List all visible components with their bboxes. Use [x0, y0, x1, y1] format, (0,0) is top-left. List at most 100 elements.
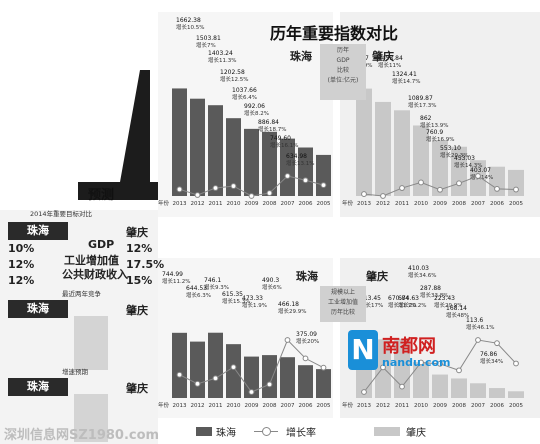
value-label-ind_zhaoqing-2007: 168.14 [446, 305, 467, 312]
tick-ind_zhuhai-2010: 2010 [227, 403, 241, 409]
value-label-gdp_zhuhai-2013: 1662.38 [176, 17, 201, 24]
tick-gdp_zhuhai-2013: 2013 [173, 201, 187, 207]
zhuhai-val-1: 12% [8, 258, 35, 271]
rate-point-gdp_zhaoqing-2012 [380, 193, 386, 199]
bar-gdp_zhaoqing-2010 [413, 125, 429, 196]
tag-top-line1: 历年 [336, 47, 349, 54]
nandu-url: nandu.com [382, 356, 451, 369]
zhaoqing-header: 肇庆 [126, 226, 148, 239]
rate-point-ind_zhuhai-2008 [266, 381, 273, 388]
tag-bottom-line1: 规模以上 [330, 289, 355, 296]
rate-point-gdp_zhuhai-2013 [176, 186, 183, 193]
value-label-gdp_zhuhai-2006: 749.60 [270, 135, 291, 142]
rate-label-ind_zhuhai-2006: 增长20% [296, 337, 319, 345]
tick-gdp_zhuhai-2011: 2011 [209, 201, 223, 207]
bar-gdp_zhuhai-2006 [298, 147, 313, 196]
zhuhai-val-2: 12% [8, 274, 35, 287]
value-label-gdp_zhaoqing-2006: 453.03 [454, 155, 475, 162]
forecast-label: 预测 [88, 188, 115, 203]
bar-gdp_zhaoqing-2009 [432, 140, 448, 196]
rate-label-gdp_zhaoqing-2008: 增长16.9% [426, 135, 454, 143]
value-label-ind_zhuhai-2012: 644.53 [186, 285, 207, 292]
bar-ind_zhaoqing-2008 [451, 378, 467, 398]
rate-point-gdp_zhaoqing-2010 [418, 179, 424, 186]
tick-gdp_zhaoqing-2008: 2008 [452, 201, 466, 207]
x-axis-label-gdp_zhaoqing: 年份 [342, 199, 354, 207]
value-label-ind_zhaoqing-2008: 223.43 [434, 295, 455, 302]
tick-gdp_zhaoqing-2010: 2010 [414, 201, 428, 207]
tick-ind_zhaoqing-2007: 2007 [471, 403, 485, 409]
rate-label-ind_zhaoqing-2013: 增长17% [360, 301, 383, 309]
bar-ind_zhaoqing-2009 [432, 374, 448, 398]
label-revenue: 公共财政收入 [62, 268, 128, 281]
bar-gdp_zhuhai-2013 [172, 88, 187, 196]
rate-point-ind_zhuhai-2013 [176, 371, 183, 378]
tick-ind_zhaoqing-2009: 2009 [433, 403, 447, 409]
tick-ind_zhaoqing-2012: 2012 [376, 403, 390, 409]
tag-top-line2: GDP [336, 57, 350, 64]
rate-label-ind_zhaoqing-2009: 增长33.8% [420, 291, 448, 299]
nandu-brand: 南都网 [382, 336, 436, 357]
rate-label-ind_zhuhai-2010: 增长15.3% [222, 297, 250, 305]
tick-gdp_zhuhai-2006: 2006 [299, 201, 313, 207]
tick-ind_zhaoqing-2010: 2010 [414, 403, 428, 409]
rate-point-gdp_zhuhai-2006 [302, 177, 309, 184]
x-axis-label-ind_zhaoqing: 年份 [342, 401, 354, 409]
bar-ind_zhuhai-2012 [190, 341, 205, 398]
zhuhai-header-2: 珠海 [8, 300, 68, 318]
tick-gdp_zhuhai-2008: 2008 [263, 201, 277, 207]
nandu-logo: N 南都网 nandu.com [348, 330, 458, 380]
rate-point-ind_zhuhai-2011 [212, 375, 219, 382]
legend-label-zhaoqing: 肇庆 [406, 428, 426, 439]
rate-point-ind_zhaoqing-2011 [399, 383, 405, 390]
rate-label-gdp_zhaoqing-2010: 增长17.3% [408, 101, 436, 109]
center-tag-top: 历年 GDP 比较 (单位:亿元) [320, 44, 366, 100]
tick-gdp_zhaoqing-2009: 2009 [433, 201, 447, 207]
rate-point-ind_zhaoqing-2009 [437, 360, 443, 367]
value-label-ind_zhaoqing-2012: 670.84 [388, 295, 409, 302]
tick-ind_zhaoqing-2013: 2013 [357, 403, 371, 409]
bar-gdp_zhuhai-2007 [280, 138, 295, 196]
bar-gdp_zhaoqing-2008 [451, 146, 467, 196]
rate-point-gdp_zhaoqing-2006 [494, 186, 500, 192]
rate-label-gdp_zhuhai-2010: 增长12.5% [220, 75, 248, 83]
rate-point-ind_zhaoqing-2013 [361, 389, 367, 395]
legend-swatch-zhaoqing [374, 427, 400, 436]
rate-label-gdp_zhuhai-2008: 增长8.2% [244, 109, 269, 117]
label-industry: 工业增加值 [64, 254, 119, 267]
rate-point-gdp_zhuhai-2009 [248, 193, 255, 199]
tag-bottom-line2: 工业增加值 [327, 299, 358, 306]
rate-label-ind_zhaoqing-2005: 增长34% [480, 357, 503, 365]
label-gdp: GDP [88, 238, 115, 251]
tick-gdp_zhaoqing-2011: 2011 [395, 201, 409, 207]
value-label-gdp_zhuhai-2007: 886.84 [258, 119, 279, 126]
bar-ind_zhuhai-2005 [316, 369, 331, 398]
value-label-ind_zhuhai-2006: 375.09 [296, 331, 317, 338]
value-label-gdp_zhuhai-2005: 634.98 [286, 153, 307, 160]
bar-ind_zhaoqing-2006 [489, 388, 505, 398]
bar-ind_zhaoqing-2010 [413, 362, 429, 398]
value-label-gdp_zhaoqing-2007: 553.10 [440, 145, 461, 152]
rate-point-gdp_zhaoqing-2013 [361, 191, 367, 197]
value-label-ind_zhaoqing-2013: 613.45 [360, 295, 381, 302]
rate-label-gdp_zhaoqing-2005: 增长14% [470, 173, 493, 181]
rate-point-ind_zhaoqing-2006 [494, 340, 500, 347]
tick-gdp_zhuhai-2009: 2009 [245, 201, 259, 207]
legend-swatch-zhuhai [196, 427, 212, 436]
bar-ind_zhuhai-2011 [208, 332, 223, 398]
rate-point-ind_zhuhai-2007 [284, 337, 291, 343]
rate-point-ind_zhuhai-2005 [320, 364, 327, 371]
rate-label-gdp_zhaoqing-2007: 增长20.3% [440, 151, 468, 159]
rate-label-gdp_zhuhai-2009: 增长6.4% [232, 93, 257, 101]
value-label-gdp_zhuhai-2012: 1503.81 [196, 35, 221, 42]
caption-top: 2014年重要目标对比 [30, 210, 93, 218]
rate-point-ind_zhuhai-2009 [248, 389, 255, 395]
tick-gdp_zhaoqing-2007: 2007 [471, 201, 485, 207]
city-label-zhuhai-top: 珠海 [290, 50, 312, 63]
rate-point-ind_zhuhai-2006 [302, 355, 309, 362]
rate-point-gdp_zhaoqing-2008 [456, 180, 462, 187]
rate-point-gdp_zhuhai-2010 [230, 183, 237, 189]
rate-label-ind_zhaoqing-2007: 增长48% [446, 311, 469, 319]
tag-top-line3: 比较 [336, 67, 349, 74]
bar-ind_zhuhai-2010 [226, 344, 241, 398]
